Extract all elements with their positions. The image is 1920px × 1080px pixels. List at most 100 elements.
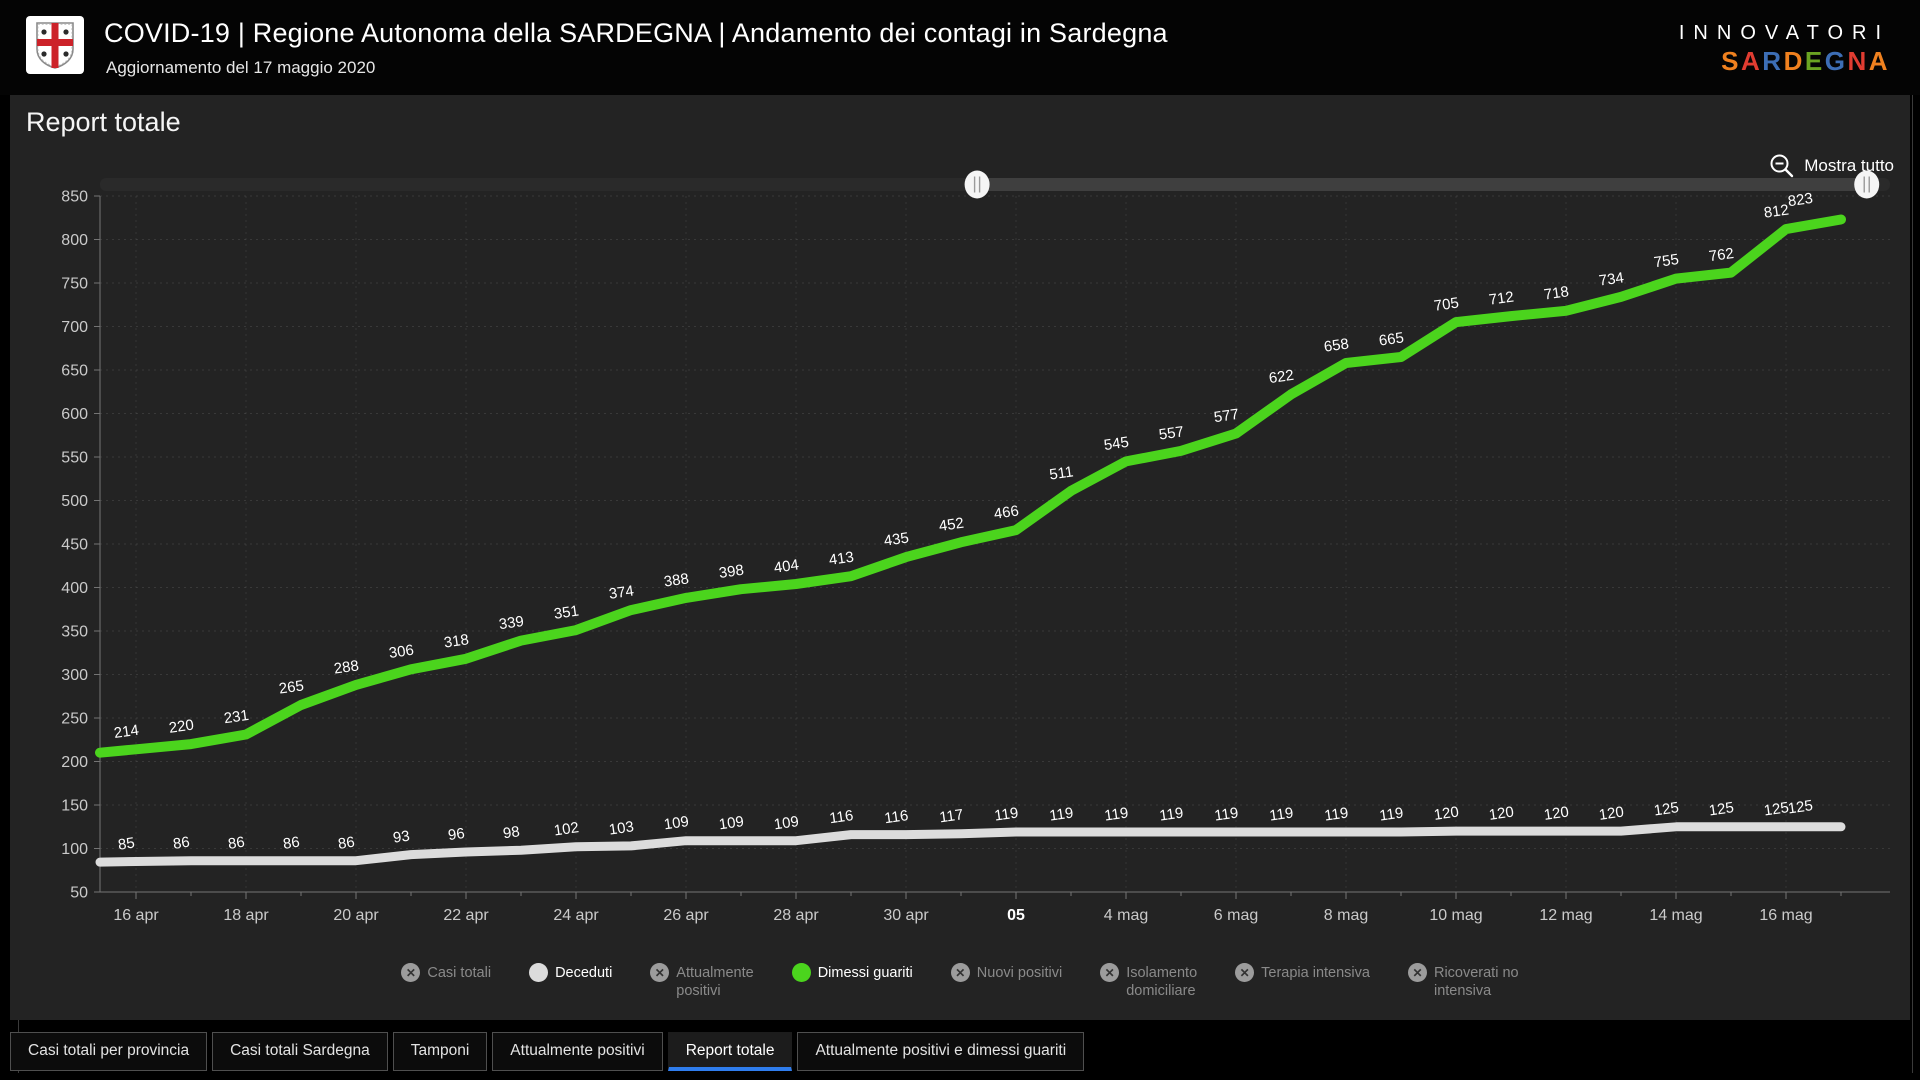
data-label: 116 <box>883 807 909 827</box>
x-axis-label: 12 mag <box>1539 907 1592 924</box>
legend-label: Attualmente positivi <box>676 965 754 1000</box>
data-label: 103 <box>608 818 635 838</box>
zoom-out-icon <box>1770 154 1794 178</box>
legend-label: Deceduti <box>555 965 613 981</box>
axes: 50 100 150 200 250 300 350 400 450 500 550 600 650 70… <box>61 189 1890 924</box>
data-label: 119 <box>1103 804 1129 824</box>
regione-sardegna-logo <box>26 16 84 74</box>
tab-attualmente-positivi[interactable]: Attualmente positivi <box>492 1032 663 1071</box>
data-label: 119 <box>1268 804 1294 824</box>
scrollbar-right-handle[interactable] <box>1854 170 1880 199</box>
data-label: 119 <box>1048 804 1074 824</box>
data-label: 755 <box>1653 251 1680 271</box>
data-label: 435 <box>883 529 910 549</box>
y-axis-label: 800 <box>61 232 88 249</box>
tab-tamponi[interactable]: Tamponi <box>392 1032 488 1071</box>
x-axis-label: 22 apr <box>443 907 489 924</box>
y-axis-label: 300 <box>61 667 88 684</box>
x-axis-label: 16 mag <box>1759 907 1812 924</box>
report-chart[interactable]: 50 100 150 200 250 300 350 400 450 500 550 600 650 70… <box>10 150 1910 950</box>
data-label: 86 <box>172 834 191 853</box>
y-axis-label: 150 <box>61 798 88 815</box>
header-bar: COVID-19 | Regione Autonoma della SARDEG… <box>0 0 1920 95</box>
y-axis-label: 600 <box>61 406 88 423</box>
legend-label: Isolamento domiciliare <box>1126 965 1198 1000</box>
legend-item-isolamento-domiciliare[interactable]: ✕ Isolamento domiciliare <box>1100 963 1197 1000</box>
data-label: 718 <box>1543 283 1570 303</box>
legend-label: Casi totali <box>427 965 492 981</box>
brand-bottom-text: SARDEGNA <box>1679 46 1890 77</box>
data-label: 120 <box>1543 803 1570 823</box>
data-label: 318 <box>443 631 470 651</box>
y-axis-label: 750 <box>61 276 88 293</box>
brand-letter: R <box>1762 46 1784 76</box>
data-label: 388 <box>663 570 690 590</box>
y-axis-label: 200 <box>61 754 88 771</box>
data-label: 86 <box>282 834 301 853</box>
legend-item-casi-totali[interactable]: ✕ Casi totali <box>401 963 491 982</box>
legend-marker-disabled-icon: ✕ <box>1235 963 1255 982</box>
brand-letter: N <box>1847 46 1869 76</box>
data-label: 85 <box>117 835 136 854</box>
legend-item-dimessi-guariti[interactable]: Dimessi guariti <box>791 963 913 982</box>
update-date: Aggiornamento del 17 maggio 2020 <box>106 58 376 77</box>
data-label: 339 <box>498 613 525 633</box>
data-label: 823 <box>1787 190 1814 210</box>
x-axis-label: 24 apr <box>553 907 599 924</box>
data-label: 712 <box>1488 288 1515 308</box>
page-title: COVID-19 | Regione Autonoma della SARDEG… <box>104 18 1168 48</box>
data-label: 125 <box>1653 799 1680 819</box>
brand-letter: S <box>1721 46 1742 76</box>
legend-item-attualmente-positivi[interactable]: ✕ Attualmente positivi <box>650 963 754 1000</box>
tab-casi-totali-per-provincia[interactable]: Casi totali per provincia <box>10 1032 208 1071</box>
gridlines <box>100 195 1890 892</box>
data-label: 705 <box>1433 295 1460 315</box>
data-label: 577 <box>1213 406 1240 426</box>
data-label: 93 <box>392 828 411 847</box>
legend-item-ricoverati-no-intensiva[interactable]: ✕ Ricoverati no intensiva <box>1407 963 1519 1000</box>
legend-item-deceduti[interactable]: Deceduti <box>529 963 612 982</box>
data-label: 119 <box>1213 804 1239 824</box>
x-axis-label: 4 mag <box>1104 907 1148 924</box>
tab-report-totale[interactable]: Report totale <box>667 1032 793 1071</box>
data-label: 102 <box>553 819 580 839</box>
y-axis-label: 650 <box>61 363 88 380</box>
scrollbar-left-handle[interactable] <box>964 170 990 199</box>
data-label: 622 <box>1268 367 1295 387</box>
legend-marker-circle <box>791 963 811 982</box>
brand-letter: A <box>1741 46 1763 76</box>
y-axis-label: 450 <box>61 537 88 554</box>
legend-item-terapia-intensiva[interactable]: ✕ Terapia intensiva <box>1235 963 1370 982</box>
legend-item-nuovi-positivi[interactable]: ✕ Nuovi positivi <box>950 963 1063 982</box>
data-label: 116 <box>828 807 854 827</box>
tab-casi-totali-sardegna[interactable]: Casi totali Sardegna <box>212 1032 388 1071</box>
scrollbar-selected-range[interactable] <box>977 178 1867 191</box>
report-panel: Report totale 50 100 150 200 250 300 350 400 450… <box>10 95 1910 1020</box>
show-all-button[interactable]: Mostra tutto <box>1769 153 1894 179</box>
y-axis-label: 400 <box>61 580 88 597</box>
legend-label: Dimessi guariti <box>817 965 913 981</box>
data-label: 125 <box>1763 799 1790 819</box>
y-axis-label: 500 <box>61 493 88 510</box>
brand-letter: G <box>1824 46 1848 76</box>
chart-legend: ✕ Casi totali Deceduti ✕ Attualmente positiv… <box>10 963 1910 1000</box>
legend-marker-disabled-icon: ✕ <box>401 963 421 982</box>
data-label: 557 <box>1158 423 1185 443</box>
legend-label: Nuovi positivi <box>976 965 1063 981</box>
data-label: 658 <box>1323 335 1350 355</box>
data-label: 86 <box>337 834 356 853</box>
x-axis-label: 14 mag <box>1649 907 1702 924</box>
data-label: 306 <box>388 642 415 662</box>
data-label: 109 <box>773 813 800 833</box>
dimessi-guariti-line <box>95 214 1846 758</box>
data-label: 117 <box>938 806 964 826</box>
y-axis-label: 350 <box>61 624 88 641</box>
x-axis-label: 16 apr <box>113 907 159 924</box>
tab-attualmente-positivi-e-dimessi-guariti[interactable]: Attualmente positivi e dimessi guariti <box>797 1032 1085 1071</box>
y-axis-label: 250 <box>61 711 88 728</box>
chart-scrollbar[interactable] <box>100 170 1890 199</box>
legend-marker-disabled-icon: ✕ <box>1407 963 1427 982</box>
y-axis-label: 50 <box>70 885 88 902</box>
y-axis-label: 550 <box>61 450 88 467</box>
data-label: 109 <box>718 813 745 833</box>
